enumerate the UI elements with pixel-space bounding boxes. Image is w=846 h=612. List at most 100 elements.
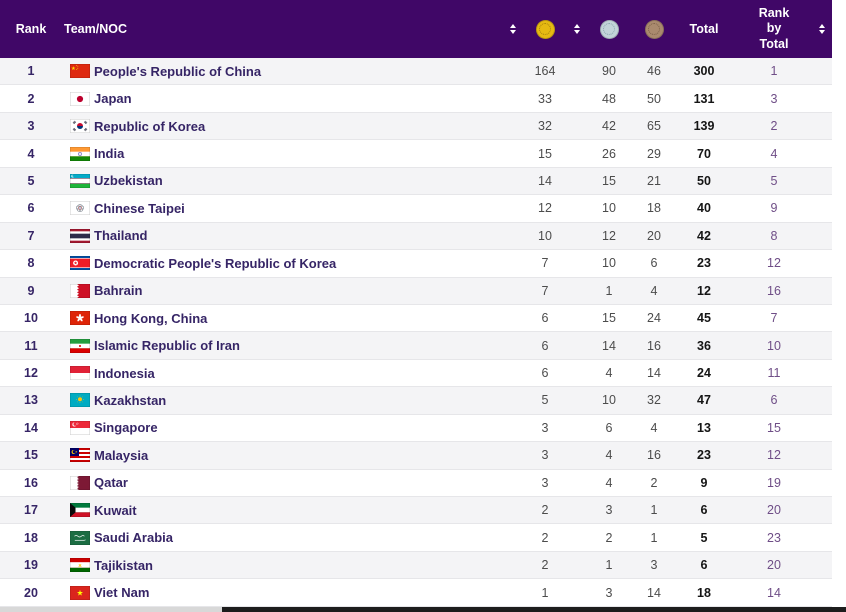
bronze-count: 14 — [647, 585, 661, 600]
horizontal-scrollbar[interactable] — [0, 606, 846, 612]
rank-by-total-label: Rank by Total — [758, 5, 790, 51]
team-cell[interactable]: Bahrain — [62, 283, 508, 298]
rank-cell: 5 — [27, 173, 35, 188]
total-count: 24 — [697, 366, 711, 381]
team-name: Qatar — [94, 475, 128, 491]
rank-cell: 7 — [27, 228, 35, 243]
team-cell[interactable]: Islamic Republic of Iran — [62, 338, 508, 353]
team-name: Tajikistan — [94, 557, 154, 573]
rank-cell: 17 — [24, 503, 38, 518]
team-name: Hong Kong, China — [94, 310, 208, 326]
column-header-sort[interactable] — [812, 24, 832, 34]
rank-cell: 11 — [24, 338, 38, 353]
team-cell[interactable]: Hong Kong, China — [62, 311, 508, 326]
team-name: Kuwait — [94, 502, 137, 518]
rank-by-total-cell: 16 — [767, 283, 781, 298]
total-count: 40 — [697, 201, 711, 216]
column-header-gold[interactable] — [508, 19, 582, 39]
team-cell[interactable]: Thailand — [62, 228, 508, 243]
rank-by-total-cell: 23 — [767, 530, 781, 545]
scrollbar-thumb[interactable] — [222, 606, 846, 612]
team-name: Uzbekistan — [94, 173, 163, 189]
cn-flag-icon — [70, 64, 90, 79]
sort-updown-icon[interactable] — [574, 24, 580, 34]
silver-count: 1 — [605, 558, 613, 573]
silver-count: 15 — [602, 173, 616, 188]
rank-cell: 10 — [24, 311, 38, 326]
team-cell[interactable]: Saudi Arabia — [62, 530, 508, 545]
team-cell[interactable]: Malaysia — [62, 448, 508, 463]
rank-cell: 16 — [24, 475, 38, 490]
kz-flag-icon — [70, 393, 90, 408]
team-cell[interactable]: Viet Nam — [62, 585, 508, 600]
total-count: 131 — [693, 91, 715, 106]
rank-cell: 15 — [24, 448, 38, 463]
team-cell[interactable]: Republic of Korea — [62, 119, 508, 134]
rank-cell: 20 — [24, 585, 38, 600]
team-name: Singapore — [94, 420, 158, 436]
silver-count: 90 — [602, 64, 616, 79]
total-count: 12 — [697, 283, 711, 298]
bronze-count: 20 — [647, 228, 661, 243]
tpe-flag-icon — [70, 201, 90, 216]
gold-count: 5 — [541, 393, 549, 408]
team-cell[interactable]: Indonesia — [62, 366, 508, 381]
sg-flag-icon — [70, 420, 90, 435]
team-cell[interactable]: Kazakhstan — [62, 393, 508, 408]
team-cell[interactable]: Japan — [62, 91, 508, 106]
team-cell[interactable]: Uzbekistan — [62, 173, 508, 188]
rank-by-total-cell: 10 — [767, 338, 781, 353]
rank-by-total-cell: 14 — [767, 585, 781, 600]
column-header-total[interactable]: Total — [672, 22, 736, 36]
silver-count: 4 — [605, 366, 613, 381]
prk-flag-icon — [70, 256, 90, 271]
rank-by-total-cell: 8 — [770, 228, 778, 243]
bronze-count: 6 — [650, 256, 658, 271]
team-cell[interactable]: People's Republic of China — [62, 64, 508, 79]
table-row: 4 India 15 26 29 70 4 — [0, 140, 832, 168]
rank-cell: 19 — [24, 558, 38, 573]
rank-cell: 3 — [27, 119, 35, 134]
team-cell[interactable]: Qatar — [62, 475, 508, 490]
total-count: 6 — [700, 503, 708, 518]
bronze-count: 29 — [647, 146, 661, 161]
team-cell[interactable]: India — [62, 146, 508, 161]
table-row: 9 Bahrain 7 1 4 12 16 — [0, 277, 832, 305]
column-header-rank-by-total[interactable]: Rank by Total — [736, 6, 812, 53]
team-noc-label: Team/NOC — [64, 22, 127, 36]
team-cell[interactable]: Democratic People's Republic of Korea — [62, 256, 508, 271]
kr-flag-icon — [70, 119, 90, 134]
table-row: 10 Hong Kong, China 6 15 24 45 7 — [0, 304, 832, 333]
column-header-silver[interactable] — [582, 19, 636, 39]
team-cell[interactable]: Singapore — [62, 420, 508, 435]
team-name: Viet Nam — [94, 585, 150, 601]
column-header-team[interactable]: Team/NOC — [62, 22, 508, 36]
rank-by-total-cell: 12 — [767, 448, 781, 463]
sort-updown-icon[interactable] — [819, 24, 825, 34]
rank-label: Rank — [15, 22, 47, 36]
qa-flag-icon — [70, 475, 90, 490]
gold-count: 15 — [538, 146, 552, 161]
total-count: 23 — [697, 448, 711, 463]
gold-count: 2 — [541, 558, 549, 573]
rank-by-total-cell: 19 — [767, 475, 781, 490]
table-row: 2 Japan 33 48 50 131 3 — [0, 85, 832, 113]
bronze-count: 24 — [647, 311, 661, 326]
column-header-bronze[interactable] — [636, 19, 672, 39]
gold-count: 1 — [541, 585, 549, 600]
team-cell[interactable]: Tajikistan — [62, 558, 508, 573]
total-count: 36 — [697, 338, 711, 353]
bronze-count: 46 — [647, 64, 661, 79]
my-flag-icon — [70, 448, 90, 463]
bronze-count: 16 — [647, 338, 661, 353]
table-row: 7 Thailand 10 12 20 42 8 — [0, 222, 832, 251]
team-name: Chinese Taipei — [94, 200, 185, 216]
silver-count: 3 — [605, 503, 613, 518]
sort-updown-icon[interactable] — [510, 24, 516, 34]
bronze-count: 4 — [650, 420, 658, 435]
team-cell[interactable]: Chinese Taipei — [62, 201, 508, 216]
team-cell[interactable]: Kuwait — [62, 503, 508, 518]
total-count: 5 — [700, 530, 708, 545]
column-header-rank[interactable]: Rank — [0, 22, 62, 36]
rank-cell: 6 — [27, 201, 35, 216]
